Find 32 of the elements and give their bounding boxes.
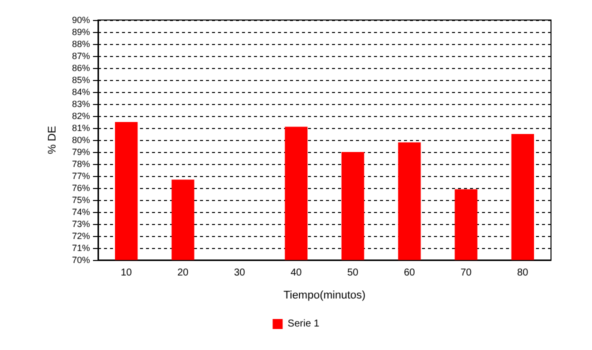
y-tick-label: 71% bbox=[72, 243, 90, 253]
y-tick-label: 90% bbox=[72, 15, 90, 25]
x-tick-label: 30 bbox=[234, 268, 246, 278]
x-tick-label: 80 bbox=[517, 268, 529, 278]
y-tick-label: 83% bbox=[72, 99, 90, 109]
legend-label: Serie 1 bbox=[288, 318, 320, 330]
x-tick-label: 70 bbox=[460, 268, 472, 278]
y-tick-label: 88% bbox=[72, 39, 90, 49]
y-tick-label: 78% bbox=[72, 159, 90, 169]
y-tick-label: 75% bbox=[72, 195, 90, 205]
y-tick-label: 74% bbox=[72, 207, 90, 217]
y-tick-label: 79% bbox=[72, 147, 90, 157]
y-tick-label: 81% bbox=[72, 123, 90, 133]
x-tick-label: 20 bbox=[177, 268, 189, 278]
y-tick-label: 85% bbox=[72, 75, 90, 85]
y-tick-label: 82% bbox=[72, 111, 90, 121]
x-tick-label: 10 bbox=[120, 268, 132, 278]
x-tick-label: 50 bbox=[347, 268, 359, 278]
y-tick-label: 86% bbox=[72, 63, 90, 73]
y-tick-label: 77% bbox=[72, 171, 90, 181]
x-axis-title: Tiempo(minutos) bbox=[283, 290, 366, 302]
y-tick-label: 73% bbox=[72, 219, 90, 229]
y-tick-label: 72% bbox=[72, 231, 90, 241]
x-tick-label: 40 bbox=[290, 268, 302, 278]
y-tick-label: 87% bbox=[72, 51, 90, 61]
y-tick-label: 89% bbox=[72, 27, 90, 37]
x-tick-label: 60 bbox=[404, 268, 416, 278]
y-tick-label: 76% bbox=[72, 183, 90, 193]
y-tick-label: 80% bbox=[72, 135, 90, 145]
y-tick-label: 70% bbox=[72, 255, 90, 265]
y-axis-title: % DE bbox=[46, 126, 58, 154]
y-tick-label: 84% bbox=[72, 87, 90, 97]
